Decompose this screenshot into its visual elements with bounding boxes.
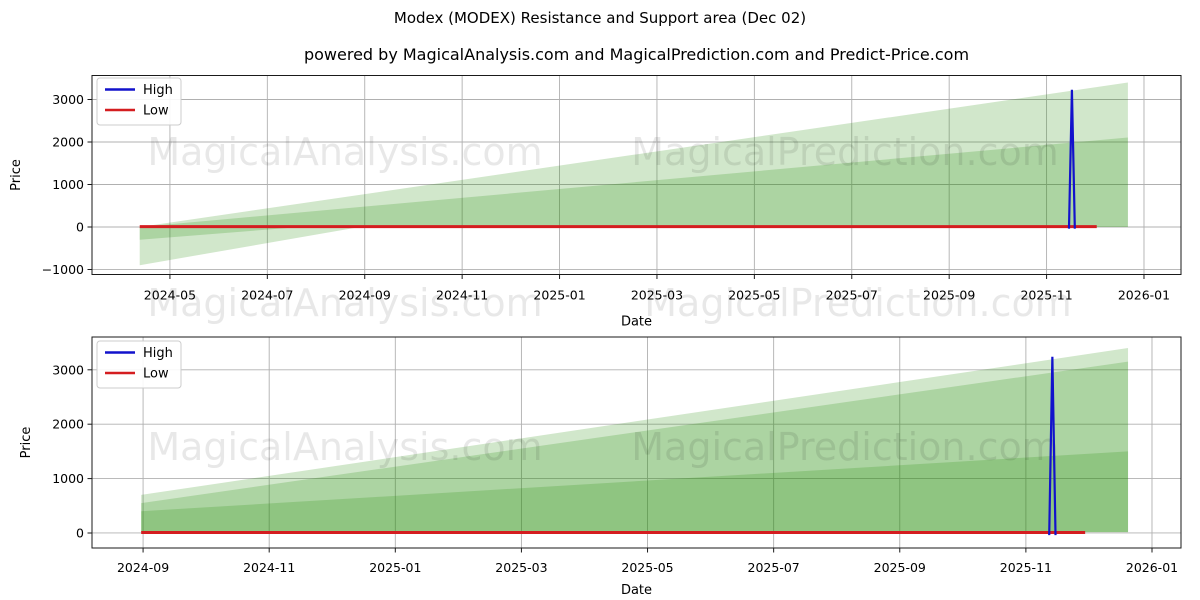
- x-tick-label: 2026-01: [1126, 560, 1178, 575]
- support-outer-fill: [139, 226, 360, 266]
- legend: High Low: [96, 340, 182, 389]
- y-tick-label: 3000: [52, 362, 84, 377]
- plot-border: [91, 336, 1182, 549]
- support-inner-fill: [139, 226, 300, 240]
- x-tick-label: 2025-05: [728, 288, 780, 303]
- watermark-text: MagicalAnalysis.com: [147, 281, 542, 325]
- x-tick-label: 2024-09: [339, 288, 391, 303]
- watermark-text: MagicalAnalysis.com: [147, 425, 542, 469]
- x-tick-label: 2025-05: [621, 560, 673, 575]
- y-tick-label: 3000: [52, 92, 84, 107]
- figure-title: Modex (MODEX) Resistance and Support are…: [393, 9, 807, 27]
- x-axis-label: Date: [621, 583, 652, 598]
- x-tick-label: 2025-11: [1020, 288, 1072, 303]
- x-tick-label: 2024-11: [243, 560, 295, 575]
- y-tick-label: 2000: [52, 417, 84, 432]
- x-tick-label: 2024-05: [144, 288, 196, 303]
- y-tick-label: −1000: [42, 262, 84, 277]
- high-spike: [1067, 89, 1076, 229]
- x-tick-label: 2025-03: [631, 288, 683, 303]
- top-chart: MagicalAnalysis.com MagicalPrediction.com…: [9, 75, 1182, 330]
- plot-border: [91, 75, 1182, 275]
- resistance-outer-fill: [139, 82, 1128, 227]
- x-axis-label: Date: [621, 315, 652, 330]
- watermark-text: MagicalPrediction.com: [631, 130, 1059, 174]
- x-tick-label: 2025-01: [369, 560, 421, 575]
- legend: High Low: [96, 77, 182, 126]
- x-tick-label: 2024-11: [436, 288, 488, 303]
- y-axis-label: Price: [9, 159, 24, 191]
- x-tick-label: 2024-07: [241, 288, 293, 303]
- x-tick-label: 2025-09: [923, 288, 975, 303]
- y-tick-label: 0: [76, 219, 84, 234]
- watermark-text: MagicalPrediction.com: [644, 281, 1072, 325]
- y-axis-label: Price: [19, 427, 34, 459]
- x-tick-label: 2026-01: [1118, 288, 1170, 303]
- y-tick-label: 0: [76, 525, 84, 540]
- x-tick-label: 2025-01: [533, 288, 585, 303]
- x-tick-label: 2024-09: [117, 560, 169, 575]
- y-tick-label: 1000: [52, 177, 84, 192]
- legend-high-label: High: [143, 346, 173, 361]
- band-middle-fill: [141, 361, 1129, 533]
- watermark-text: MagicalAnalysis.com: [147, 130, 542, 174]
- resistance-inner-fill: [139, 137, 1128, 227]
- y-tick-label: 2000: [52, 135, 84, 150]
- high-spike: [1048, 356, 1057, 536]
- legend-high-label: High: [143, 83, 173, 98]
- x-tick-label: 2025-11: [1000, 560, 1052, 575]
- legend-low-label: Low: [143, 367, 169, 382]
- x-tick-label: 2025-03: [495, 560, 547, 575]
- bottom-chart: MagicalAnalysis.com MagicalPrediction.com…: [19, 336, 1182, 598]
- powered-by-subtitle: powered by MagicalAnalysis.com and Magic…: [303, 45, 970, 64]
- watermark-text: MagicalPrediction.com: [631, 425, 1059, 469]
- band-inner-fill: [141, 451, 1129, 533]
- band-outer-fill: [141, 348, 1129, 533]
- x-tick-label: 2025-09: [874, 560, 926, 575]
- y-tick-label: 1000: [52, 471, 84, 486]
- x-tick-label: 2025-07: [826, 288, 878, 303]
- legend-low-label: Low: [143, 104, 169, 119]
- x-tick-label: 2025-07: [748, 560, 800, 575]
